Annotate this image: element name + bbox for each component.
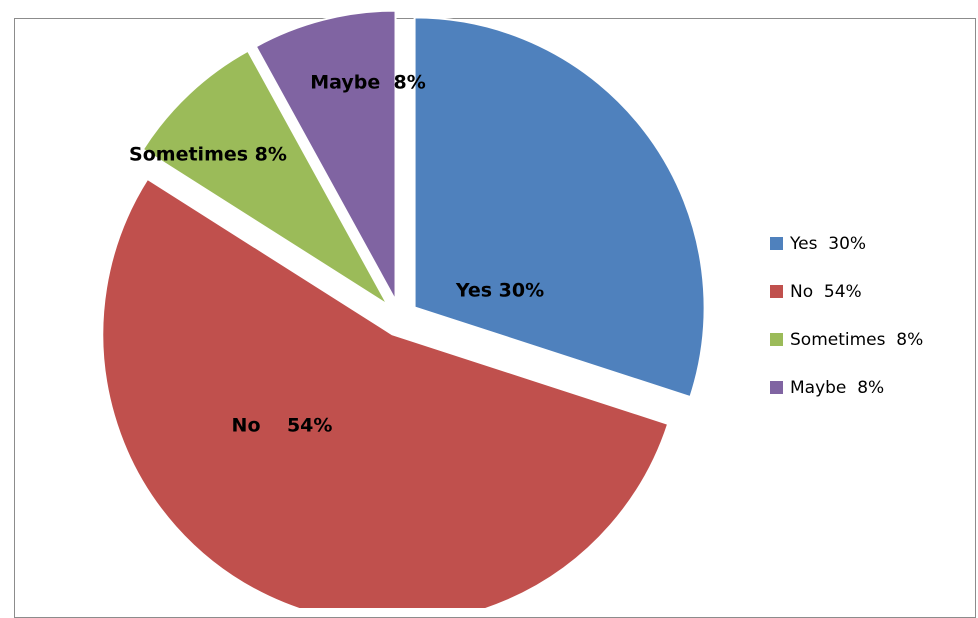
legend-label-yes: Yes 30% bbox=[789, 234, 866, 254]
legend-label-maybe: Maybe 8% bbox=[790, 378, 884, 398]
data-label-no: No 54% bbox=[232, 415, 333, 437]
legend-swatch-maybe bbox=[770, 381, 783, 394]
legend-label-sometimes: Sometimes 8% bbox=[790, 330, 923, 350]
data-label-maybe: Maybe 8% bbox=[310, 72, 426, 94]
legend: Yes 30% No 54% Sometimes 8% Maybe 8% bbox=[770, 234, 923, 398]
pie-slices bbox=[101, 9, 706, 608]
data-label-yes: Yes 30% bbox=[455, 280, 544, 302]
legend-label-no: No 54% bbox=[790, 282, 862, 302]
data-label-sometimes: Sometimes 8% bbox=[129, 144, 287, 166]
legend-swatch-sometimes bbox=[770, 333, 783, 346]
pie-slice-maybe bbox=[254, 9, 397, 302]
pie-slice-yes bbox=[413, 16, 706, 399]
pie-slice-no bbox=[101, 177, 670, 608]
legend-swatch-no bbox=[770, 285, 783, 298]
legend-swatch-yes bbox=[770, 237, 783, 250]
pie-data-labels: Yes 30% No 54% Sometimes 8% Maybe 8% bbox=[129, 72, 544, 437]
pie-slice-sometimes bbox=[141, 49, 389, 306]
